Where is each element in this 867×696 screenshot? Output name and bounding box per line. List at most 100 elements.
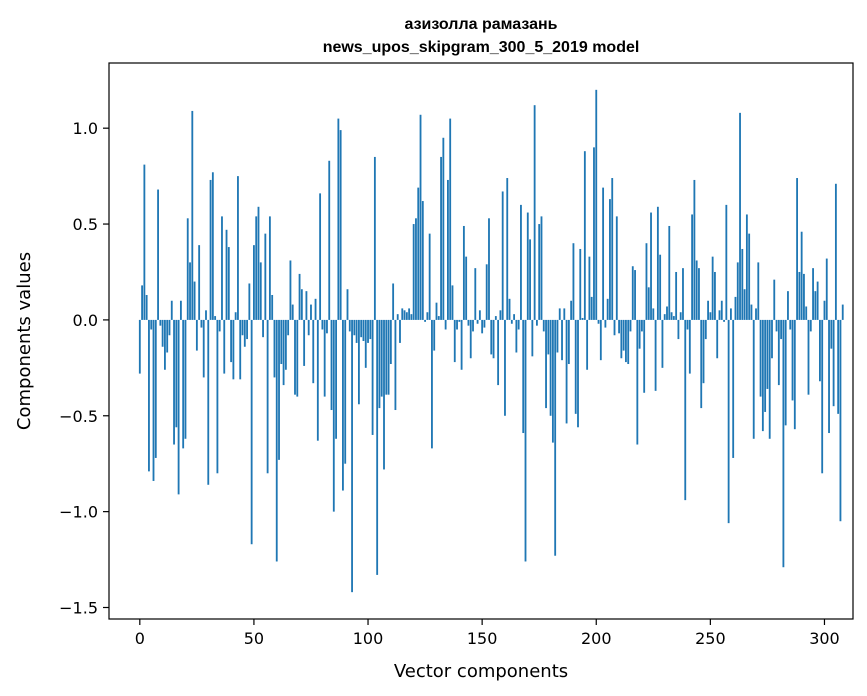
bar — [474, 268, 476, 320]
bar — [764, 320, 766, 412]
bar — [262, 320, 264, 337]
y-tick-label: 0.0 — [73, 311, 98, 330]
bar — [264, 234, 266, 320]
bar — [634, 270, 636, 320]
bar — [632, 266, 634, 320]
bar — [308, 320, 310, 335]
bar — [417, 188, 419, 320]
bar — [620, 320, 622, 358]
bar — [331, 320, 333, 410]
bar — [465, 257, 467, 320]
bar — [798, 272, 800, 320]
bar — [306, 291, 308, 320]
bar — [767, 320, 769, 389]
bar — [693, 180, 695, 320]
bars-group — [139, 90, 844, 592]
bar — [712, 257, 714, 320]
bar — [579, 249, 581, 320]
bar — [191, 111, 193, 320]
bar — [426, 312, 428, 320]
bar — [219, 320, 221, 332]
bar — [668, 226, 670, 320]
bar — [652, 308, 654, 320]
bar — [545, 320, 547, 408]
bar — [554, 320, 556, 556]
bar — [497, 320, 499, 385]
bar — [301, 289, 303, 320]
bar — [171, 301, 173, 320]
bar — [237, 176, 239, 320]
x-tick-label: 150 — [467, 629, 498, 648]
chart-title: азизолла рамазань — [404, 16, 557, 33]
x-tick-label: 200 — [581, 629, 612, 648]
bar — [709, 312, 711, 320]
bar — [276, 320, 278, 562]
bar — [618, 320, 620, 333]
bar — [294, 320, 296, 395]
bar — [335, 320, 337, 439]
bar — [385, 320, 387, 395]
bar — [280, 320, 282, 364]
bar — [522, 320, 524, 433]
bar — [721, 301, 723, 320]
bar — [290, 260, 292, 319]
bar — [150, 320, 152, 330]
bar — [769, 320, 771, 439]
bar — [182, 320, 184, 448]
bar — [157, 190, 159, 320]
bar — [600, 320, 602, 360]
bar — [410, 314, 412, 320]
bar — [753, 320, 755, 439]
bar — [367, 320, 369, 343]
bar — [153, 320, 155, 481]
bar — [292, 305, 294, 320]
bar — [495, 316, 497, 320]
bar — [728, 320, 730, 523]
bar — [468, 320, 470, 326]
bar — [741, 249, 743, 320]
bar — [456, 320, 458, 330]
bar — [210, 180, 212, 320]
bar — [684, 320, 686, 500]
bar — [180, 301, 182, 320]
bar — [328, 161, 330, 320]
bar — [349, 320, 351, 332]
bar — [490, 320, 492, 355]
bar — [611, 178, 613, 320]
bar — [278, 320, 280, 460]
bar — [678, 320, 680, 339]
bar — [470, 320, 472, 358]
bar — [680, 312, 682, 320]
bar — [232, 320, 234, 379]
bar — [623, 320, 625, 351]
bar — [312, 320, 314, 383]
bar — [484, 320, 486, 328]
bar — [502, 191, 504, 319]
bar — [194, 282, 196, 320]
bar — [260, 262, 262, 320]
bar — [374, 157, 376, 320]
bar — [436, 303, 438, 320]
bar — [582, 318, 584, 320]
bar — [789, 320, 791, 330]
bar — [159, 320, 161, 326]
bar — [486, 264, 488, 320]
bar — [413, 224, 415, 320]
bar — [433, 320, 435, 351]
bar — [570, 301, 572, 320]
x-tick-label: 100 — [353, 629, 384, 648]
bar — [431, 320, 433, 448]
bar — [454, 320, 456, 362]
bar — [235, 312, 237, 320]
bar — [351, 320, 353, 592]
y-tick-label: 1.0 — [73, 119, 98, 138]
bar — [639, 320, 641, 349]
x-axis-ticks: 0 50 100 150 200 250 300 — [135, 619, 840, 648]
bar — [575, 320, 577, 414]
bar — [760, 320, 762, 397]
bar — [609, 199, 611, 320]
bar — [593, 147, 595, 320]
bar — [269, 216, 271, 320]
bar — [408, 308, 410, 320]
bar — [178, 320, 180, 494]
